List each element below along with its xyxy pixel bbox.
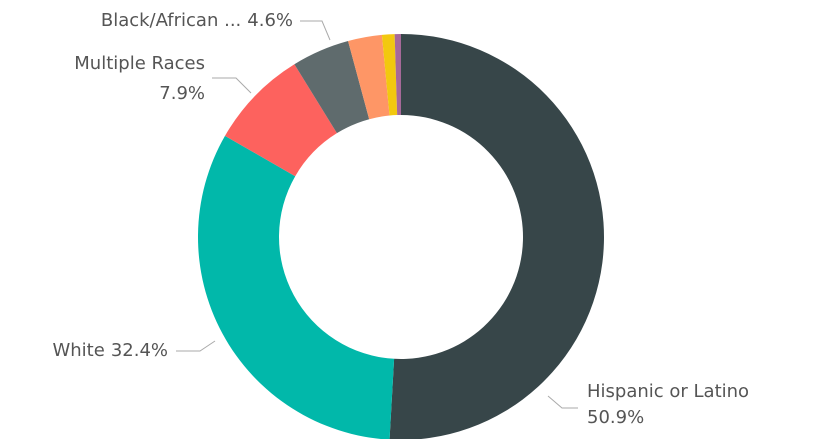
leader-line [300, 20, 331, 41]
donut-segment [224, 64, 337, 177]
data-label: Black/African ... 4.6% [101, 10, 293, 31]
category-label: White [52, 340, 104, 361]
donut-segment [348, 34, 390, 120]
data-label: White 32.4% [52, 340, 168, 361]
value-label: 50.9% [587, 407, 644, 428]
value-label: 4.6% [247, 10, 293, 31]
leader-line [212, 77, 252, 94]
donut-segment [198, 135, 395, 439]
category-label: Multiple Races [74, 53, 205, 74]
donut-segment [294, 41, 370, 134]
category-label: Black/African ... [101, 10, 241, 31]
category-label: Hispanic or Latino [587, 381, 749, 402]
donut-segment [389, 34, 604, 439]
leader-line [547, 395, 578, 409]
donut-segment [381, 34, 398, 116]
value-label: 32.4% [111, 340, 168, 361]
value-label: 7.9% [159, 83, 205, 104]
leader-line [176, 340, 216, 352]
donut-segment [394, 34, 401, 116]
